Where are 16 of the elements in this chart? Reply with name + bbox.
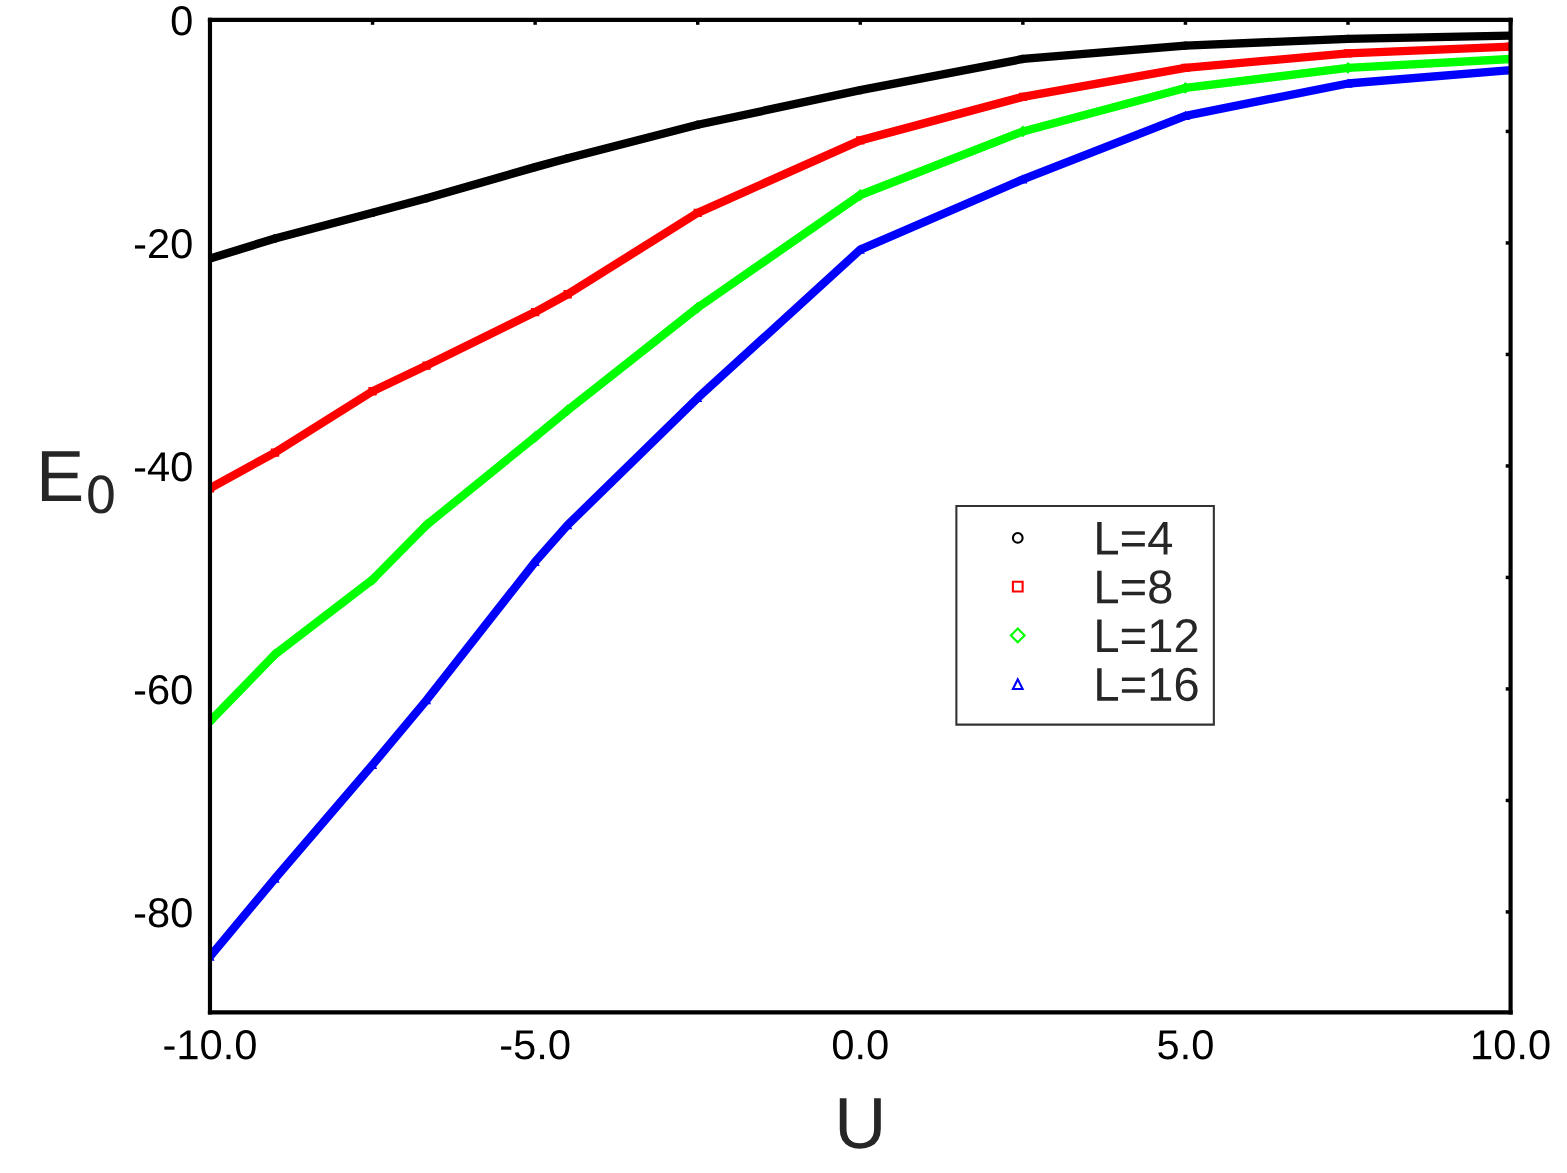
x-axis-title: U [839, 1098, 881, 1149]
y-tick-label: -40 [134, 451, 192, 482]
x-tick-label: 10.0 [1473, 1030, 1550, 1060]
legend-label: L=16 [1097, 667, 1198, 702]
y-tick-label: -80 [134, 897, 192, 928]
y-axis-title: E$_{0}$ [41, 451, 114, 514]
y-tick-label: 0 [171, 5, 192, 36]
x-tick-label: 0.0 [832, 1030, 888, 1060]
x-tick-label: 5.0 [1158, 1030, 1213, 1060]
y-tick-label: -60 [134, 674, 192, 705]
y-tick-label: -20 [134, 228, 192, 259]
legend-label: L=8 [1097, 570, 1172, 604]
legend-label: L=4 [1097, 521, 1173, 555]
x-tick-label: -5.0 [501, 1030, 570, 1060]
x-tick-label: -10.0 [164, 1030, 256, 1060]
legend-label: L=12 [1097, 618, 1198, 652]
